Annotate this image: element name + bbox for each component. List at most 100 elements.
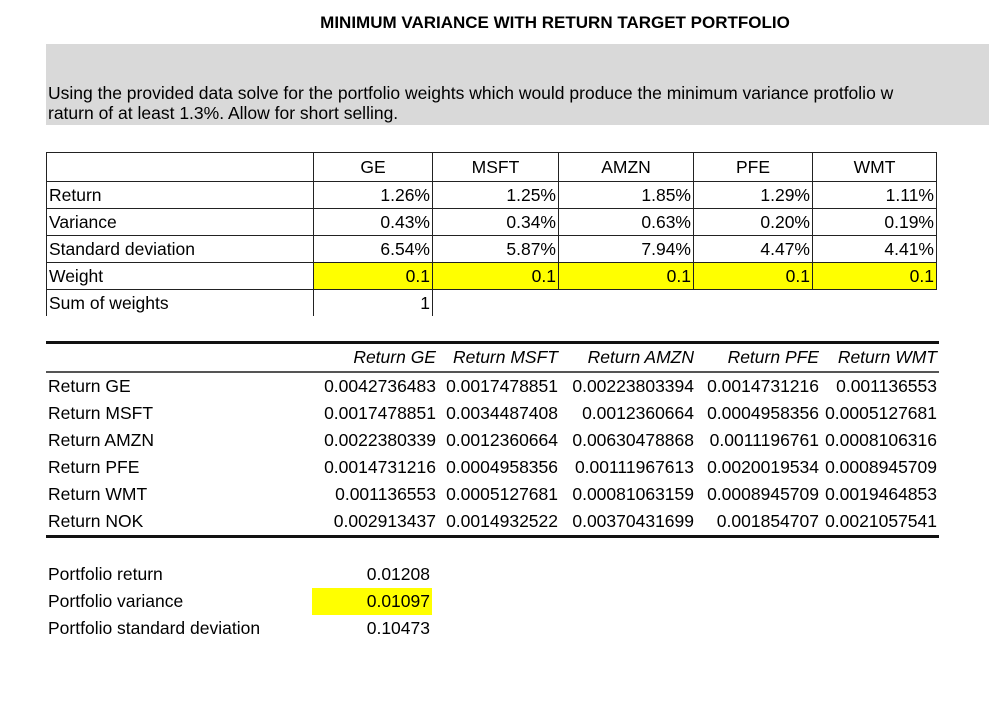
variance-pfe[interactable]: 0.20% bbox=[693, 208, 813, 236]
weight-ge-input[interactable]: 0.1 bbox=[313, 262, 433, 290]
empty-cell[interactable] bbox=[558, 289, 694, 316]
row-label[interactable]: Sum of weights bbox=[46, 289, 314, 316]
cov-row-msft: Return MSFT 0.0017478851 0.0034487408 0.… bbox=[46, 400, 939, 427]
cov-row-label[interactable]: Return GE bbox=[48, 376, 131, 396]
stdev-wmt[interactable]: 4.41% bbox=[812, 235, 937, 263]
variance-wmt[interactable]: 0.19% bbox=[812, 208, 937, 236]
row-label[interactable]: Standard deviation bbox=[46, 235, 314, 263]
portfolio-variance-label[interactable]: Portfolio variance bbox=[48, 591, 184, 611]
asset-stats-table: GE MSFT AMZN PFE WMT Return 1.26% 1.25% … bbox=[46, 152, 937, 316]
cov-cell[interactable]: 0.0034487408 bbox=[446, 403, 558, 423]
header-msft[interactable]: MSFT bbox=[432, 152, 559, 182]
empty-cell[interactable] bbox=[693, 289, 813, 316]
cov-cell[interactable]: 0.0011196761 bbox=[709, 430, 819, 450]
row-label[interactable]: Weight bbox=[46, 262, 314, 290]
return-pfe[interactable]: 1.29% bbox=[693, 181, 813, 209]
weight-pfe-input[interactable]: 0.1 bbox=[693, 262, 813, 290]
header-ge[interactable]: GE bbox=[313, 152, 433, 182]
cov-cell[interactable]: 0.0004958356 bbox=[707, 403, 819, 423]
return-ge[interactable]: 1.26% bbox=[313, 181, 433, 209]
cov-cell[interactable]: 0.0012360664 bbox=[582, 403, 694, 423]
portfolio-variance-row: Portfolio variance 0.01097 bbox=[46, 588, 432, 615]
weight-wmt-input[interactable]: 0.1 bbox=[812, 262, 937, 290]
header-amzn[interactable]: AMZN bbox=[558, 152, 694, 182]
cov-row-label[interactable]: Return WMT bbox=[48, 484, 148, 504]
cov-header-ge[interactable]: Return GE bbox=[312, 342, 438, 373]
covariance-matrix-table: Return GE Return MSFT Return AMZN Return… bbox=[46, 341, 939, 538]
cov-cell[interactable]: 0.0005127681 bbox=[825, 403, 937, 423]
stdev-ge[interactable]: 6.54% bbox=[313, 235, 433, 263]
cov-cell[interactable]: 0.0017478851 bbox=[324, 403, 436, 423]
variance-msft[interactable]: 0.34% bbox=[432, 208, 559, 236]
cov-header-msft[interactable]: Return MSFT bbox=[438, 342, 560, 373]
portfolio-return-value[interactable]: 0.01208 bbox=[366, 564, 430, 584]
stdev-msft[interactable]: 5.87% bbox=[432, 235, 559, 263]
weight-amzn-input[interactable]: 0.1 bbox=[558, 262, 694, 290]
portfolio-variance-value[interactable]: 0.01097 bbox=[312, 588, 432, 615]
cov-cell[interactable]: 0.0014932522 bbox=[446, 511, 558, 531]
empty-cell[interactable] bbox=[432, 289, 559, 316]
empty-cell[interactable] bbox=[812, 289, 937, 316]
cov-cell[interactable]: 0.0014731216 bbox=[707, 376, 819, 396]
return-msft[interactable]: 1.25% bbox=[432, 181, 559, 209]
cov-header-wmt[interactable]: Return WMT bbox=[821, 342, 939, 373]
cov-header-row: Return GE Return MSFT Return AMZN Return… bbox=[46, 342, 939, 373]
cov-row-ge: Return GE 0.0042736483 0.0017478851 0.00… bbox=[46, 372, 939, 400]
cov-cell[interactable]: 0.00630478868 bbox=[572, 430, 694, 450]
stdev-amzn[interactable]: 7.94% bbox=[558, 235, 694, 263]
variance-amzn[interactable]: 0.63% bbox=[558, 208, 694, 236]
sum-weights-value[interactable]: 1 bbox=[313, 289, 433, 316]
header-pfe[interactable]: PFE bbox=[693, 152, 813, 182]
cov-row-label[interactable]: Return NOK bbox=[48, 511, 144, 531]
cov-cell[interactable]: 0.001854707 bbox=[716, 511, 819, 531]
instructions-cell[interactable]: Using the provided data solve for the po… bbox=[46, 44, 989, 125]
cov-cell[interactable]: 0.0005127681 bbox=[446, 484, 558, 504]
return-row: Return 1.26% 1.25% 1.85% 1.29% 1.11% bbox=[46, 181, 937, 209]
cov-cell[interactable]: 0.0021057541 bbox=[825, 511, 937, 531]
cov-cell[interactable]: 0.0008945709 bbox=[825, 457, 937, 477]
cov-row-amzn: Return AMZN 0.0022380339 0.0012360664 0.… bbox=[46, 427, 939, 454]
weight-msft-input[interactable]: 0.1 bbox=[432, 262, 559, 290]
portfolio-stdev-label[interactable]: Portfolio standard deviation bbox=[48, 618, 261, 638]
cov-cell[interactable]: 0.001136553 bbox=[836, 376, 937, 396]
instructions-text: Using the provided data solve for the po… bbox=[48, 83, 894, 123]
cov-header-pfe[interactable]: Return PFE bbox=[696, 342, 821, 373]
portfolio-stdev-row: Portfolio standard deviation 0.10473 bbox=[46, 615, 432, 642]
return-amzn[interactable]: 1.85% bbox=[558, 181, 694, 209]
cov-cell[interactable]: 0.0017478851 bbox=[446, 376, 558, 396]
cov-row-label[interactable]: Return PFE bbox=[48, 457, 140, 477]
stats-corner-cell[interactable] bbox=[46, 152, 314, 182]
cov-cell[interactable]: 0.00081063159 bbox=[572, 484, 694, 504]
portfolio-stdev-value[interactable]: 0.10473 bbox=[366, 618, 430, 638]
return-wmt[interactable]: 1.11% bbox=[812, 181, 937, 209]
cov-header-amzn[interactable]: Return AMZN bbox=[560, 342, 696, 373]
cov-cell[interactable]: 0.0022380339 bbox=[324, 430, 436, 450]
cov-cell[interactable]: 0.0020019534 bbox=[707, 457, 819, 477]
cov-cell[interactable]: 0.0008106316 bbox=[825, 430, 937, 450]
weight-row: Weight 0.1 0.1 0.1 0.1 0.1 bbox=[46, 262, 937, 290]
cov-cell[interactable]: 0.0012360664 bbox=[446, 430, 558, 450]
cov-cell[interactable]: 0.0008945709 bbox=[707, 484, 819, 504]
cov-cell[interactable]: 0.001136553 bbox=[335, 484, 436, 504]
stdev-row: Standard deviation 6.54% 5.87% 7.94% 4.4… bbox=[46, 235, 937, 263]
stats-header-row: GE MSFT AMZN PFE WMT bbox=[46, 152, 937, 182]
cov-cell[interactable]: 0.00111967613 bbox=[574, 457, 694, 477]
row-label[interactable]: Variance bbox=[46, 208, 314, 236]
cov-row-label[interactable]: Return MSFT bbox=[48, 403, 154, 423]
row-label[interactable]: Return bbox=[46, 181, 314, 209]
cov-cell[interactable]: 0.00370431699 bbox=[572, 511, 694, 531]
cov-cell[interactable]: 0.0019464853 bbox=[825, 484, 937, 504]
cov-cell[interactable]: 0.00223803394 bbox=[572, 376, 694, 396]
cov-cell[interactable]: 0.0042736483 bbox=[324, 376, 436, 396]
stdev-pfe[interactable]: 4.47% bbox=[693, 235, 813, 263]
cov-corner-cell[interactable] bbox=[46, 342, 312, 373]
cov-cell[interactable]: 0.002913437 bbox=[333, 511, 436, 531]
variance-ge[interactable]: 0.43% bbox=[313, 208, 433, 236]
cov-cell[interactable]: 0.0014731216 bbox=[324, 457, 436, 477]
cov-row-label[interactable]: Return AMZN bbox=[48, 430, 154, 450]
header-wmt[interactable]: WMT bbox=[812, 152, 937, 182]
variance-row: Variance 0.43% 0.34% 0.63% 0.20% 0.19% bbox=[46, 208, 937, 236]
portfolio-return-label[interactable]: Portfolio return bbox=[48, 564, 163, 584]
cov-cell[interactable]: 0.0004958356 bbox=[446, 457, 558, 477]
sum-weights-row: Sum of weights 1 bbox=[46, 289, 937, 316]
